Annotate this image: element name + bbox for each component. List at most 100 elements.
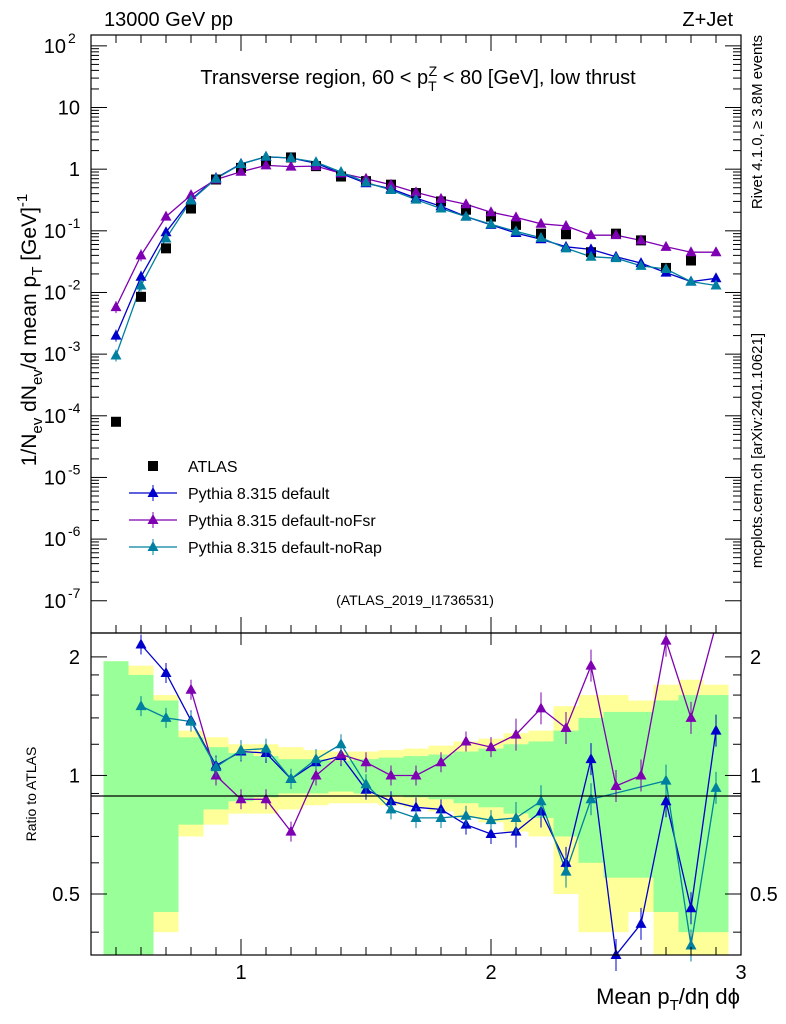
ratio-point: [385, 803, 397, 814]
ratio-point: [710, 781, 722, 792]
mc-data-point: [160, 226, 172, 237]
ratio-point: [685, 939, 697, 950]
ratio-point: [235, 793, 247, 804]
mc-data-point: [460, 198, 472, 209]
ratio-point: [660, 774, 672, 785]
legend-label: Pythia 8.315 default-noFsr: [188, 513, 376, 530]
mc-data-point: [485, 206, 497, 217]
mc-data-point: [135, 279, 147, 290]
ratio-point: [685, 902, 697, 913]
x-tick-label: 1: [235, 962, 246, 984]
ratio-point: [485, 828, 497, 839]
y-tick-label: 10: [44, 221, 66, 243]
mc-data-point: [685, 246, 697, 257]
ratio-point: [610, 780, 622, 791]
mcplots-label: mcplots.cern.ch [arXiv:2401.10621]: [749, 333, 766, 568]
mc-data-point: [710, 246, 722, 257]
band-inner-bin: [628, 711, 654, 878]
legend-marker-triangle: [147, 514, 159, 524]
mc-data-point: [235, 165, 247, 176]
mc-data-point: [560, 242, 572, 253]
ratio-point: [135, 700, 147, 711]
ratio-point: [485, 814, 497, 825]
band-inner-bin: [478, 748, 504, 808]
mc-data-point: [485, 218, 497, 229]
mc-data-point: [435, 192, 447, 203]
mc-data-point: [435, 202, 447, 213]
mc-data-point: [610, 229, 622, 240]
mc-data-point: [160, 210, 172, 221]
mc-data-point: [110, 301, 122, 312]
mc-data-point: [285, 151, 297, 162]
mc-data-point: [260, 159, 272, 170]
ratio-point: [335, 738, 347, 749]
mc-data-point: [610, 252, 622, 263]
ratio-point: [185, 715, 197, 726]
legend-marker-triangle: [147, 487, 159, 497]
mc-data-point: [685, 275, 697, 286]
y-tick-label: 1: [69, 159, 80, 181]
ratio-point: [160, 667, 172, 678]
ratio-point: [585, 753, 597, 764]
mc-data-point: [460, 210, 472, 221]
series-line-main: [115, 156, 717, 336]
ratio-point: [510, 728, 522, 739]
ratio-tick-label-right: 1: [750, 765, 761, 787]
rivet-version-label: Rivet 4.1.0, ≥ 3.8M events: [749, 35, 766, 209]
legend-label: Pythia 8.315 default: [188, 486, 330, 503]
y-tick-exponent: -5: [68, 461, 81, 477]
mc-data-point: [510, 211, 522, 222]
ratio-point: [685, 711, 697, 722]
y-tick-exponent: -2: [68, 276, 81, 292]
y-tick-label: 10: [44, 467, 66, 489]
ratio-point: [160, 711, 172, 722]
ratio-point: [710, 724, 722, 735]
y-tick-label: 10: [44, 344, 66, 366]
band-inner-bin: [153, 700, 179, 913]
ratio-tick-label: 0.5: [52, 884, 80, 906]
ratio-point: [135, 638, 147, 649]
ratio-point: [260, 742, 272, 753]
atlas-data-point: [461, 204, 471, 215]
mc-data-point: [135, 270, 147, 281]
ratio-point: [260, 793, 272, 804]
band-inner-bin: [128, 674, 154, 955]
y-axis-label: 1/Nev dNev/d mean pT [GeV]-1: [14, 194, 46, 467]
mc-data-point: [285, 160, 297, 171]
ratio-point: [560, 865, 572, 876]
mc-data-point: [160, 232, 172, 243]
series-line-ratio: [140, 705, 717, 946]
y-tick-label: 10: [44, 406, 66, 428]
mc-data-point: [185, 189, 197, 200]
ratio-point: [535, 795, 547, 806]
ratio-point: [635, 917, 647, 928]
y-tick-exponent: -4: [68, 400, 81, 416]
ratio-point: [410, 801, 422, 812]
ratio-point: [410, 769, 422, 780]
mc-data-point: [310, 156, 322, 167]
y-tick-exponent: -6: [68, 523, 81, 539]
ratio-point: [585, 659, 597, 670]
atlas-data-point: [686, 255, 696, 266]
legend: ATLAS Pythia 8.315 default Pythia 8.315 de…: [129, 459, 382, 557]
ratio-point: [385, 769, 397, 780]
ratio-point: [460, 809, 472, 820]
analysis-label: (ATLAS_2019_I1736531): [336, 592, 494, 608]
band-inner-bin: [553, 730, 579, 837]
ratio-point: [560, 721, 572, 732]
series-line-ratio: [190, 633, 715, 833]
atlas-data-point: [136, 291, 146, 302]
atlas-data-point: [161, 243, 171, 254]
mc-data-point: [335, 165, 347, 176]
mc-data-point: [235, 158, 247, 169]
mc-data-point: [360, 176, 372, 187]
mc-data-point: [710, 279, 722, 290]
mc-data-point: [110, 349, 122, 360]
ratio-point: [660, 634, 672, 645]
mc-data-point: [585, 243, 597, 254]
x-tick-label: 3: [735, 962, 746, 984]
mc-data-point: [585, 229, 597, 240]
ratio-point: [535, 702, 547, 713]
ratio-point: [485, 741, 497, 752]
